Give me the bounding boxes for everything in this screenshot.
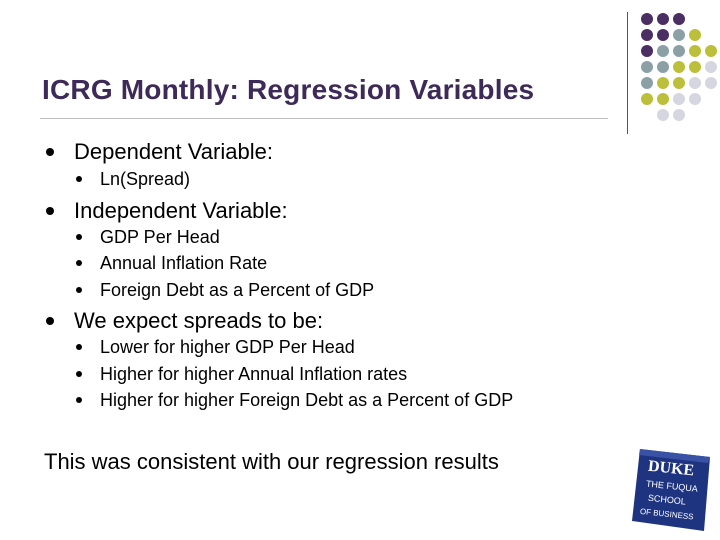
bullet-text: Independent Variable: [74, 198, 288, 223]
dot [673, 77, 685, 89]
dot [705, 61, 717, 73]
dot [641, 13, 653, 25]
sub-bullet-text: Ln(Spread) [100, 169, 191, 189]
svg-text:DUKE: DUKE [647, 458, 695, 480]
duke-fuqua-logo: DUKE THE FUQUA SCHOOL OF BUSINESS [632, 449, 710, 531]
dot [657, 29, 669, 41]
header-vertical-divider [627, 12, 628, 134]
dot [657, 77, 669, 89]
dot [673, 29, 685, 41]
sub-bullet-text: Higher for higher Annual Inflation rates [100, 364, 408, 384]
dot [657, 45, 669, 57]
bullet-dot-icon [76, 397, 82, 403]
dot [673, 109, 685, 121]
sub-bullet-text: Lower for higher GDP Per Head [100, 337, 355, 357]
dot [657, 93, 669, 105]
conclusion-text: This was consistent with our regression … [44, 449, 499, 474]
dot [705, 45, 717, 57]
slide-title: ICRG Monthly: Regression Variables [42, 74, 535, 105]
dot [689, 29, 701, 41]
bullet-dot-icon [76, 234, 82, 240]
sub-bullet-text: Higher for higher Foreign Debt as a Perc… [100, 390, 514, 410]
bullet-dot-icon [46, 148, 54, 156]
dot [673, 45, 685, 57]
dot [641, 29, 653, 41]
dot [689, 61, 701, 73]
title-underline [40, 118, 608, 119]
dot [705, 77, 717, 89]
dot [673, 13, 685, 25]
bullet-dot-icon [46, 207, 54, 215]
bullet-dot-icon [76, 371, 82, 377]
bullet-dot-icon [76, 176, 82, 182]
dot [689, 45, 701, 57]
bullet-dot-icon [76, 344, 82, 350]
bullet-text: Dependent Variable: [74, 139, 273, 164]
dot [657, 61, 669, 73]
bullet-text: We expect spreads to be: [74, 308, 324, 333]
bullet-dot-icon [76, 287, 82, 293]
dot [689, 77, 701, 89]
dot [641, 61, 653, 73]
dot [641, 45, 653, 57]
bullet-dot-icon [46, 317, 54, 325]
bullet-dot-icon [76, 260, 82, 266]
dot [689, 93, 701, 105]
svg-text:SCHOOL: SCHOOL [647, 493, 686, 507]
sub-bullet-text: GDP Per Head [100, 227, 220, 247]
dot [657, 109, 669, 121]
dot [657, 13, 669, 25]
sub-bullet-text: Annual Inflation Rate [100, 253, 268, 273]
dot [673, 61, 685, 73]
dot [641, 93, 653, 105]
dot [673, 93, 685, 105]
dot [641, 77, 653, 89]
sub-bullet-text: Foreign Debt as a Percent of GDP [100, 280, 375, 300]
